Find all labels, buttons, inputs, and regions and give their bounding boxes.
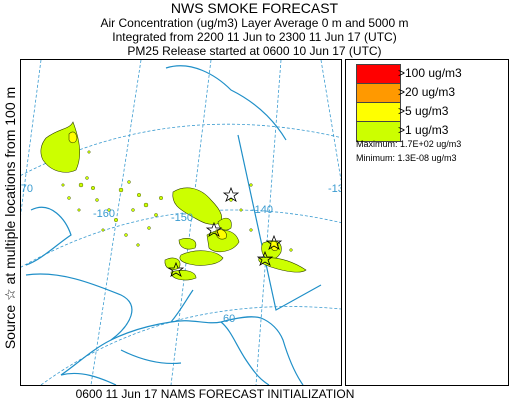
plume-east-tail <box>258 257 307 273</box>
map-canvas: -170 -160 -150 -140 -130 60 <box>21 60 341 385</box>
plume-central <box>179 250 224 266</box>
legend-swatch-1 <box>356 121 401 142</box>
southwest-coast <box>25 273 133 376</box>
smoke-specks <box>61 150 293 252</box>
source-star-icon <box>205 221 223 237</box>
longitude-line-140 <box>255 60 282 385</box>
map-title: NWS SMOKE FORECAST <box>170 0 339 16</box>
legend-label-20: >20 ug/m3 <box>398 85 456 99</box>
border-line <box>237 134 322 311</box>
legend-label-5: >5 ug/m3 <box>398 104 449 118</box>
plume-northwest-core <box>68 131 78 144</box>
legend-minimum: Minimum: 1.3E-08 ug/m3 <box>356 153 457 163</box>
longitude-label-170: -170 <box>21 183 33 195</box>
coastline <box>25 65 304 385</box>
legend-maximum: Maximum: 1.7E+02 ug/m3 <box>356 139 462 149</box>
source-location-label: Source ☆ at multiple locations from 100 … <box>2 86 18 350</box>
inlet-fjord <box>170 289 194 323</box>
plume-south-central-core <box>215 229 227 240</box>
north-coast <box>165 65 287 141</box>
graticule <box>21 60 341 385</box>
cook-inlet <box>120 349 182 365</box>
plume-south <box>170 270 197 281</box>
smoke-plumes <box>40 121 307 281</box>
source-star-icon <box>222 186 240 202</box>
smoke-map: -170 -160 -150 -140 -130 60 <box>20 59 342 386</box>
source-markers <box>167 186 283 277</box>
legend-label-100: >100 ug/m3 <box>398 66 462 80</box>
plume-interior <box>172 187 222 225</box>
peninsula-coast <box>60 372 117 385</box>
longitude-label-160: -160 <box>93 208 115 220</box>
latitude-label-60: 60 <box>223 313 235 325</box>
longitude-line-170 <box>21 60 42 216</box>
legend-swatch-100 <box>356 64 401 85</box>
legend-label-1: >1 ug/m3 <box>398 123 449 137</box>
south-coast <box>110 316 304 385</box>
west-coast <box>25 206 72 266</box>
subtitle-integration: Integrated from 2200 11 Jun to 2300 11 J… <box>112 30 397 44</box>
legend-swatch-5 <box>356 102 401 123</box>
plume-interior-tail <box>217 217 232 231</box>
source-star-icon <box>265 234 283 250</box>
source-star-icon <box>256 250 274 266</box>
forecast-init-footer: 0600 11 Jun 17 NAMS FORECAST INITIALIZAT… <box>75 387 355 401</box>
subtitle-release: PM25 Release started at 0600 10 Jun 17 (… <box>127 44 382 58</box>
longitude-label-150: -150 <box>171 212 193 224</box>
legend-swatch-20 <box>356 83 401 104</box>
legend-panel: >100 ug/m3 >20 ug/m3 >5 ug/m3 >1 ug/m3 M… <box>345 59 509 386</box>
subtitle-layer: Air Concentration (ug/m3) Layer Average … <box>100 16 409 30</box>
latitude-line-60 <box>40 306 341 385</box>
longitude-label-140: -140 <box>251 204 273 216</box>
gulf-coast <box>220 321 270 385</box>
source-star-icon <box>167 261 185 277</box>
longitude-label-130: -130 <box>328 183 341 195</box>
longitude-line-130 <box>320 60 341 181</box>
plume-central-east <box>178 238 197 250</box>
latitude-line-mid <box>21 209 341 268</box>
plume-northwest <box>40 121 81 173</box>
longitude-line-150 <box>170 60 212 385</box>
